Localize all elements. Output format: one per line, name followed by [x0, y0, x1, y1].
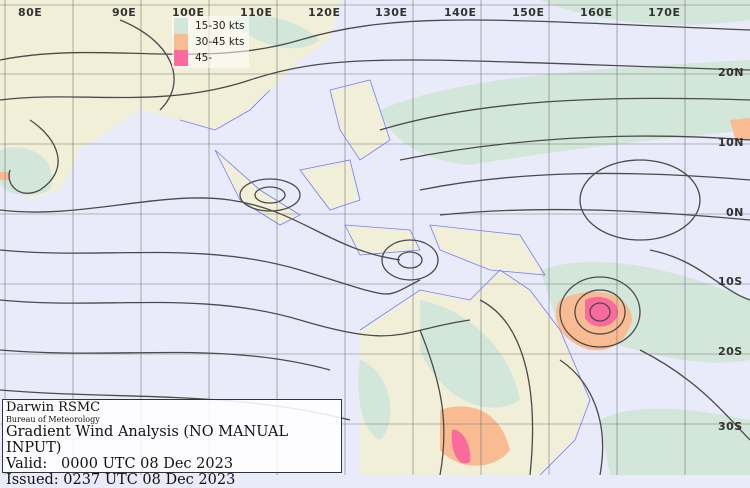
- lat-label: 0N: [726, 206, 744, 219]
- legend-label: 30-45 kts: [195, 36, 245, 48]
- legend-item: 15-30 kts: [174, 18, 245, 34]
- legend-item: 45-: [174, 50, 245, 66]
- lat-label: 10S: [718, 275, 743, 288]
- lat-label: 30S: [718, 420, 743, 433]
- legend-swatch: [174, 18, 188, 34]
- legend-swatch: [174, 34, 188, 50]
- info-box: Darwin RSMC Bureau of Meteorology Gradie…: [2, 399, 342, 488]
- lon-label: 100E: [172, 6, 205, 19]
- lon-label: 140E: [444, 6, 477, 19]
- legend-swatch: [174, 50, 188, 66]
- wind-speed-legend: 15-30 kts 30-45 kts 45-: [172, 16, 249, 68]
- legend-label: 45-: [195, 52, 213, 64]
- lon-label: 90E: [112, 6, 137, 19]
- lon-label: 150E: [512, 6, 545, 19]
- lon-label: 120E: [308, 6, 341, 19]
- wind-15-30: [0, 0, 750, 475]
- lon-label: 130E: [375, 6, 408, 19]
- coastlines: [179, 79, 591, 475]
- valid-time: Valid: 0000 UTC 08 Dec 2023: [6, 456, 234, 472]
- agency-name: Bureau of Meteorology: [6, 415, 100, 424]
- lat-label: 20S: [718, 345, 743, 358]
- wind-map: [0, 0, 750, 475]
- lon-label: 110E: [240, 6, 273, 19]
- lon-label: 80E: [18, 6, 43, 19]
- issued-time: Issued: 0237 UTC 08 Dec 2023: [6, 472, 236, 488]
- lat-label: 10N: [718, 136, 745, 149]
- legend-label: 15-30 kts: [195, 20, 245, 32]
- centre-name: Darwin RSMC: [6, 400, 101, 415]
- streamlines: [0, 19, 750, 475]
- lon-label: 170E: [648, 6, 681, 19]
- legend-item: 30-45 kts: [174, 34, 245, 50]
- lon-label: 160E: [580, 6, 613, 19]
- product-title: Gradient Wind Analysis (NO MANUAL INPUT): [6, 424, 289, 456]
- lat-label: 20N: [718, 66, 745, 79]
